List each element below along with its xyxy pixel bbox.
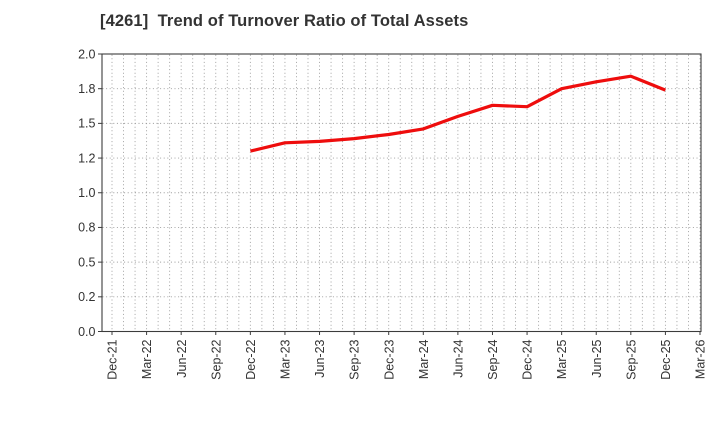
x-tick-label: Mar-26 bbox=[694, 339, 708, 379]
y-tick-label: 1.2 bbox=[78, 151, 95, 165]
y-tick-label: 0.8 bbox=[78, 221, 95, 235]
y-tick-label: 2.0 bbox=[78, 47, 95, 61]
x-tick-label: Sep-22 bbox=[209, 339, 223, 379]
x-tick-label: Sep-25 bbox=[624, 339, 638, 379]
y-tick-label: 1.5 bbox=[78, 117, 95, 131]
chart-title: [4261] Trend of Turnover Ratio of Total … bbox=[100, 12, 469, 30]
x-tick-label: Dec-21 bbox=[106, 339, 120, 379]
x-tick-label: Sep-23 bbox=[348, 339, 362, 379]
x-tick-label: Jun-22 bbox=[175, 339, 189, 377]
y-tick-label: 0.0 bbox=[78, 325, 95, 339]
x-tick-label: Jun-25 bbox=[590, 339, 604, 377]
x-tick-label: Mar-23 bbox=[279, 339, 293, 379]
y-tick-label: 1.0 bbox=[78, 186, 95, 200]
x-tick-label: Jun-23 bbox=[313, 339, 327, 377]
x-tick-label: Mar-24 bbox=[417, 339, 431, 379]
x-tick-label: Mar-25 bbox=[555, 339, 569, 379]
x-tick-label: Dec-25 bbox=[659, 339, 673, 379]
x-tick-label: Dec-24 bbox=[521, 339, 535, 379]
x-tick-label: Sep-24 bbox=[486, 339, 500, 379]
x-tick-label: Dec-23 bbox=[382, 339, 396, 379]
y-tick-label: 1.8 bbox=[78, 82, 95, 96]
y-tick-label: 0.2 bbox=[78, 290, 95, 304]
x-tick-label: Jun-24 bbox=[451, 339, 465, 377]
x-tick-label: Dec-22 bbox=[244, 339, 258, 379]
x-tick-label: Mar-22 bbox=[140, 339, 154, 379]
series-line-turnover-ratio bbox=[250, 74, 666, 153]
y-tick-label: 0.5 bbox=[78, 255, 95, 269]
